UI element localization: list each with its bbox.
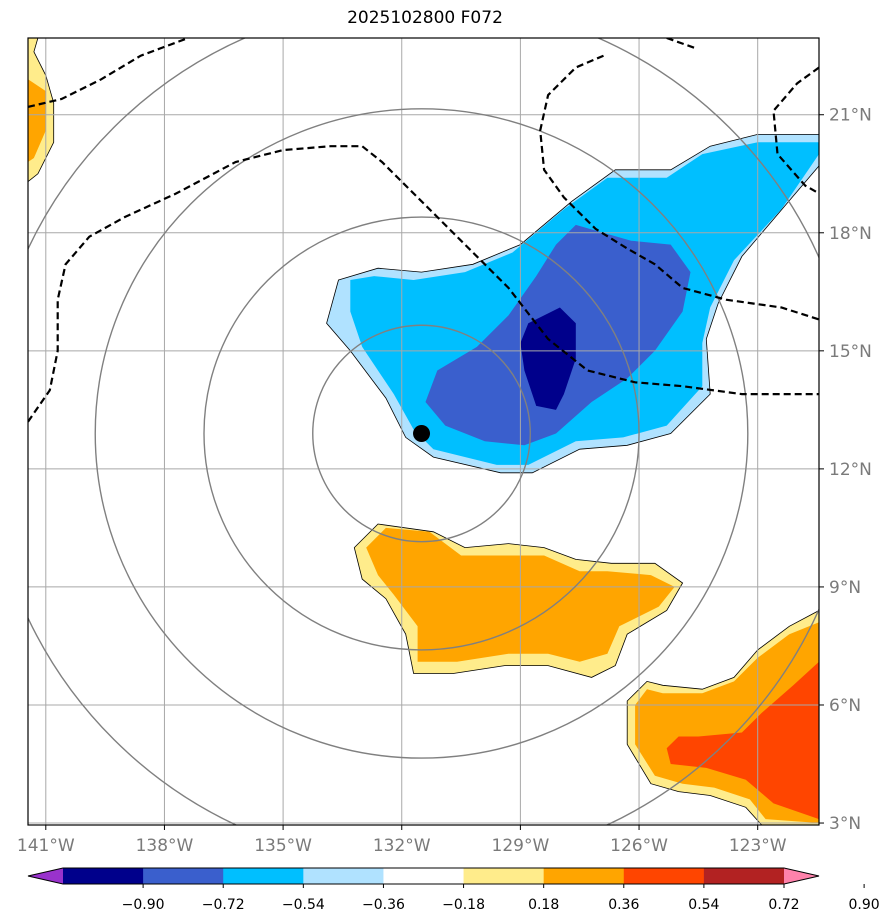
dashed-contours — [28, 38, 819, 423]
colorbar-segment — [303, 868, 384, 884]
colorbar-extend-low — [28, 868, 63, 884]
y-tick-label: 9°N — [829, 578, 861, 598]
colorbar-tick-label: 0.36 — [608, 897, 639, 913]
northwest-region-inner — [28, 79, 46, 162]
colorbar-segment — [703, 868, 785, 884]
y-tick-label: 3°N — [829, 814, 861, 834]
y-tick-label: 21°N — [829, 106, 872, 126]
dashed-contour-east — [539, 54, 819, 321]
dashed-contour-north — [28, 38, 189, 108]
colorbar-tick-label: −0.18 — [442, 897, 485, 913]
colorbar-segment — [223, 868, 304, 884]
x-tick-label: 135°W — [254, 836, 312, 856]
colorbar-segment — [63, 868, 144, 884]
colorbar-outline — [27, 867, 820, 885]
center-marker-layer — [413, 424, 431, 442]
dashed-contour-top — [666, 38, 695, 49]
x-tick-label: 132°W — [373, 836, 431, 856]
chart-title: 2025102800 F072 — [347, 8, 503, 28]
map-frame — [27, 37, 820, 826]
colorbar-tick-label: 0.72 — [768, 897, 799, 913]
center-marker — [413, 424, 431, 442]
colorbar-tick-label: −0.54 — [282, 897, 325, 913]
blue-region-core — [520, 307, 576, 410]
x-axis-ticks: 141°W 138°W 135°W 132°W 129°W 126°W 123°W — [17, 825, 787, 856]
colorbar-segment — [623, 868, 705, 884]
colorbar-segment — [543, 868, 625, 884]
x-tick-label: 141°W — [17, 836, 75, 856]
x-tick-label: 126°W — [610, 836, 668, 856]
y-tick-label: 6°N — [829, 696, 861, 716]
range-ring — [312, 324, 531, 543]
colorbar-segment — [143, 868, 224, 884]
colorbar-segment — [383, 868, 465, 884]
colorbar-tick-label: −0.72 — [202, 897, 245, 913]
colorbar-segment — [463, 868, 545, 884]
colorbar: −0.90 −0.72 −0.54 −0.36 −0.18 0.18 0.36 0.54 0.7… — [27, 867, 880, 913]
colorbar-tick-label: 0.18 — [528, 897, 559, 913]
colorbar-tick-label: 0.90 — [849, 897, 880, 913]
colorbar-tick-label: 0.54 — [688, 897, 719, 913]
x-tick-label: 129°W — [492, 836, 550, 856]
range-ring — [94, 108, 749, 759]
range-ring — [203, 216, 640, 651]
y-axis-ticks: 21°N 18°N 15°N 12°N 9°N 6°N 3°N — [819, 106, 872, 834]
dashed-contour-northeast — [772, 66, 819, 195]
colorbar-tick-label: −0.36 — [362, 897, 405, 913]
range-rings — [28, 38, 819, 825]
x-tick-label: 138°W — [136, 836, 194, 856]
colorbar-tick-label: −0.90 — [122, 897, 165, 913]
southeast-region-inner — [666, 661, 819, 820]
y-tick-label: 12°N — [829, 460, 872, 480]
colorbar-extend-high — [784, 868, 819, 884]
x-tick-label: 123°W — [729, 836, 787, 856]
y-tick-label: 18°N — [829, 224, 872, 244]
y-tick-label: 15°N — [829, 342, 872, 362]
